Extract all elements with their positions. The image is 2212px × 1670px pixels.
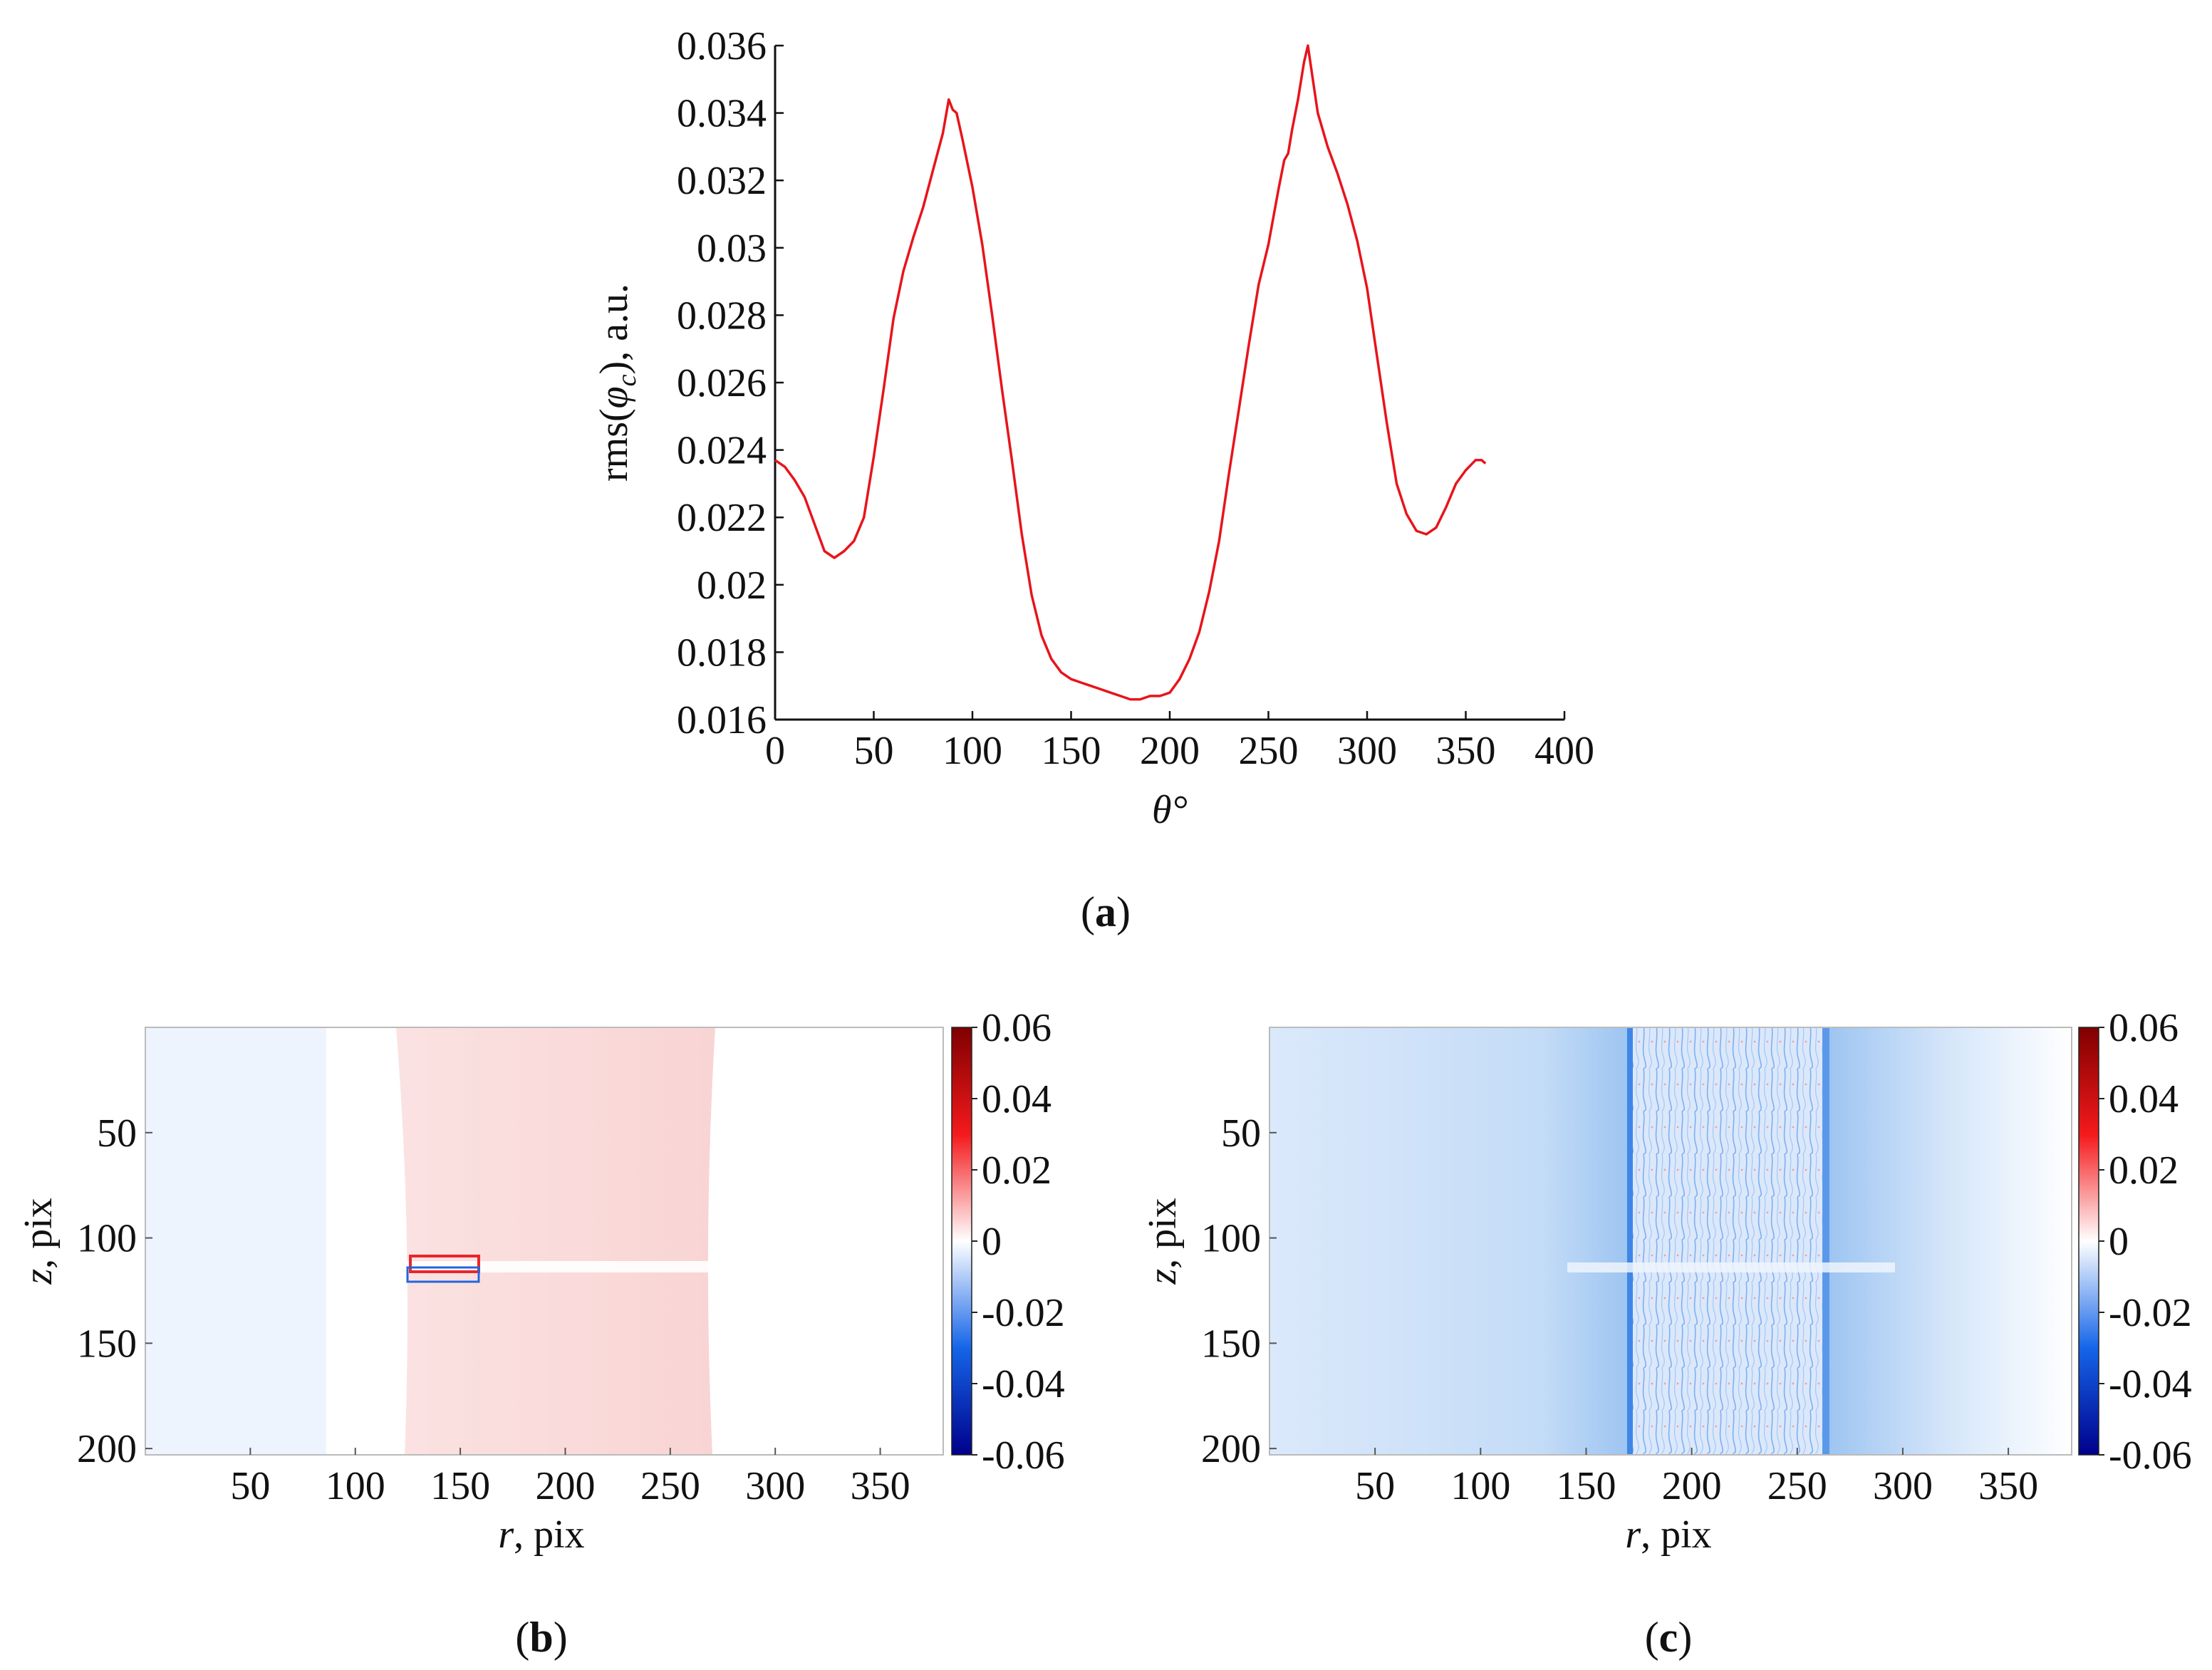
panel-a-x-tick-label: 100 xyxy=(943,729,1002,773)
panel-c-colorbar-ticks: 0.06 0.04 0.02 0 -0.02 -0.04 -0.06 xyxy=(2099,1006,2192,1478)
panel-c-colorbar-tick-label: 0.04 xyxy=(2109,1077,2179,1121)
panel-a-y-tick-label: 0.032 xyxy=(677,159,767,203)
panel-a-x-tick-label: 400 xyxy=(1535,729,1594,773)
panel-b-x-tick-label: 150 xyxy=(430,1464,490,1508)
panel-c-x-tick-label: 300 xyxy=(1873,1464,1933,1508)
panel-b-x-axis-label: r, pix xyxy=(498,1513,584,1557)
panel-b-colorbar-tick-label: 0 xyxy=(982,1220,1002,1264)
panel-b-plot-frame xyxy=(145,1027,944,1456)
panel-b-rectangle-edge-blue xyxy=(406,1266,480,1283)
panel-c-heatmap xyxy=(1269,1027,2072,1455)
panel-b-region-white-gap xyxy=(326,1027,398,1455)
panel-b-heatmap xyxy=(145,1027,943,1455)
panel-b-y-ticks: 50 100 150 200 xyxy=(77,1111,152,1471)
panel-a-y-tick-label: 0.026 xyxy=(677,361,767,405)
panel-a-x-tick-label: 150 xyxy=(1042,729,1101,773)
panel-c-y-ticks: 50 100 150 200 xyxy=(1201,1111,1277,1471)
panel-c-y-tick-label: 200 xyxy=(1201,1427,1261,1471)
panel-a-y-tick-label: 0.03 xyxy=(697,227,767,271)
panel-b-x-tick-label: 350 xyxy=(851,1464,910,1508)
panel-a: 0 50 100 150 200 250 300 350 400 0.0160.0180.020… xyxy=(592,24,1594,935)
panel-a-x-tick-label: 350 xyxy=(1436,729,1496,773)
panel-b-colorbar-tick-label: -0.06 xyxy=(982,1433,1065,1478)
panel-b-y-axis-label: z, pix xyxy=(16,1198,61,1285)
panel-c-colorbar-tick-label: 0 xyxy=(2109,1220,2129,1264)
panel-c-x-tick-label: 200 xyxy=(1662,1464,1722,1508)
panel-b-region-middle xyxy=(396,1027,715,1455)
panel-c-colorbar-tick-label: 0.06 xyxy=(2109,1006,2179,1050)
panel-b-x-tick-label: 50 xyxy=(230,1464,270,1508)
panel-c-colorbar-tick-label: -0.06 xyxy=(2109,1433,2192,1478)
panel-b-caption: (b) xyxy=(515,1614,567,1661)
panel-c-y-tick-label: 50 xyxy=(1221,1111,1261,1156)
panel-a-y-tick-label: 0.02 xyxy=(697,564,767,608)
panel-c-y-axis-label: z, pix xyxy=(1141,1198,1185,1285)
panel-c-colorbar-tick-label: -0.04 xyxy=(2109,1362,2192,1406)
panel-b-colorbar xyxy=(951,1027,972,1456)
panel-c-x-tick-label: 250 xyxy=(1767,1464,1827,1508)
panel-b-colorbar-tick-label: 0.02 xyxy=(982,1148,1052,1193)
panel-a-y-tick-label: 0.034 xyxy=(677,92,767,136)
panel-c-y-tick-label: 150 xyxy=(1201,1322,1261,1366)
panel-c-region-center-streaks xyxy=(1630,1027,1825,1455)
panel-c-horizontal-band xyxy=(1567,1262,1895,1272)
panel-b-x-tick-label: 200 xyxy=(535,1464,595,1508)
panel-a-axes xyxy=(774,46,1564,721)
panel-c-x-tick-label: 150 xyxy=(1556,1464,1616,1508)
panel-c-region-left xyxy=(1269,1027,1631,1455)
panel-b-x-tick-label: 300 xyxy=(745,1464,805,1508)
panel-a-y-tick-label: 0.024 xyxy=(677,429,767,473)
panel-c-edge-left xyxy=(1627,1027,1633,1455)
panel-b-colorbar-tick-label: -0.04 xyxy=(982,1362,1065,1406)
panel-b-colorbar-tick-label: -0.02 xyxy=(982,1291,1065,1335)
panel-c-x-axis-label: r, pix xyxy=(1625,1513,1711,1557)
panel-b-y-tick-label: 150 xyxy=(77,1322,137,1366)
panel-c-colorbar-tick-label: 0.02 xyxy=(2109,1148,2179,1193)
panel-c-colorbar xyxy=(2078,1027,2099,1456)
panel-b-x-tick-label: 250 xyxy=(640,1464,700,1508)
panel-a-y-tick-label: 0.022 xyxy=(677,496,767,540)
panel-c-y-tick-label: 100 xyxy=(1201,1217,1261,1261)
panel-a-y-tick-label: 0.036 xyxy=(677,24,767,68)
panel-b-y-tick-label: 50 xyxy=(97,1111,137,1156)
panel-a-x-ticks: 0 50 100 150 200 250 300 350 400 xyxy=(765,711,1594,773)
panel-c-caption: (c) xyxy=(1645,1614,1693,1661)
panel-a-x-tick-label: 50 xyxy=(854,729,894,773)
panel-a-series-line xyxy=(774,44,1487,701)
panel-b-y-tick-label: 200 xyxy=(77,1427,137,1471)
panel-a-x-tick-label: 0 xyxy=(765,729,785,773)
panel-a-x-tick-label: 250 xyxy=(1239,729,1299,773)
panel-a-x-axis-label: θ° xyxy=(1152,788,1188,832)
panel-b-colorbar-tick-label: 0.04 xyxy=(982,1077,1052,1121)
panel-a-caption: (a) xyxy=(1081,888,1131,935)
panel-b-x-ticks: 50 100 150 200 250 300 350 xyxy=(230,1448,910,1508)
panel-b-colorbar-tick-label: 0.06 xyxy=(982,1006,1052,1050)
panel-c-plot-frame xyxy=(1269,1027,2072,1456)
panel-b-horizontal-band xyxy=(406,1261,943,1272)
panel-a-y-tick-label: 0.016 xyxy=(677,698,767,742)
panel-c-x-tick-label: 350 xyxy=(1978,1464,2038,1508)
panel-b-region-right xyxy=(715,1027,943,1455)
panel-a-y-tick-label: 0.028 xyxy=(677,294,767,338)
panel-a-x-tick-label: 200 xyxy=(1140,729,1200,773)
panel-b-y-tick-label: 100 xyxy=(77,1217,137,1261)
panel-a-y-tick-label: 0.018 xyxy=(677,631,767,675)
panel-b-rectangle-edge-red xyxy=(409,1255,480,1273)
panel-a-y-axis-label: rms(φc), a.u. xyxy=(592,284,642,482)
panel-c-colorbar-tick-label: -0.02 xyxy=(2109,1291,2192,1335)
panel-b-colorbar-ticks: 0.06 0.04 0.02 0 -0.02 -0.04 -0.06 xyxy=(972,1006,1065,1478)
panel-a-y-ticks: 0.016 0.018 0.02 0.022 0.024 0.026 0.028 0.03 0.… xyxy=(677,24,784,742)
panel-a-x-tick-label: 300 xyxy=(1337,729,1397,773)
panel-c-edge-right xyxy=(1822,1027,1829,1455)
panel-c-x-tick-label: 50 xyxy=(1355,1464,1395,1508)
panel-c-region-right xyxy=(1825,1027,2072,1455)
panel-c-x-tick-label: 100 xyxy=(1450,1464,1510,1508)
panel-b-x-tick-label: 100 xyxy=(326,1464,385,1508)
panel-c-x-ticks: 50 100 150 200 250 300 350 xyxy=(1355,1448,2038,1508)
